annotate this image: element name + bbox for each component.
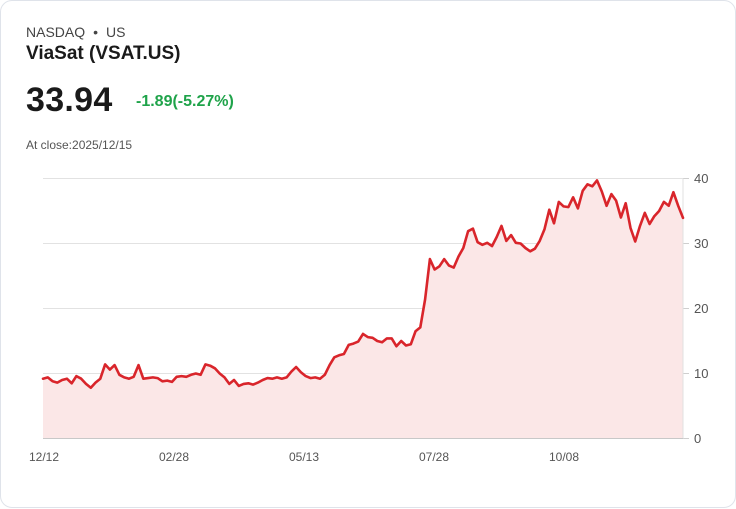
x-axis-labels: 12/12 02/28 05/13 07/28 10/08 [29,450,579,464]
y-tick-label: 20 [694,301,708,316]
y-axis-labels: 0 10 20 30 40 [694,171,708,446]
stock-title: ViaSat (VSAT.US) [26,43,181,64]
close-timestamp: At close:2025/12/15 [26,138,133,152]
exchange-name: NASDAQ [26,24,86,40]
y-tick-label: 40 [694,171,708,186]
price-line [41,179,685,390]
y-tick-label: 10 [694,366,708,381]
exchange-line: NASDAQ • US [26,24,125,40]
separator-dot: • [93,24,99,40]
y-tick-label: 0 [694,431,701,446]
y-tick-label: 30 [694,236,708,251]
x-tick-label: 10/08 [549,450,579,464]
x-tick-label: 07/28 [419,450,449,464]
price-change: -1.89(-5.27%) [136,93,234,110]
current-price: 33.94 [26,81,113,119]
region: US [106,24,126,40]
x-tick-label: 05/13 [289,450,319,464]
price-area-fill [43,180,683,439]
x-tick-label: 02/28 [159,450,189,464]
x-tick-label: 12/12 [29,450,59,464]
